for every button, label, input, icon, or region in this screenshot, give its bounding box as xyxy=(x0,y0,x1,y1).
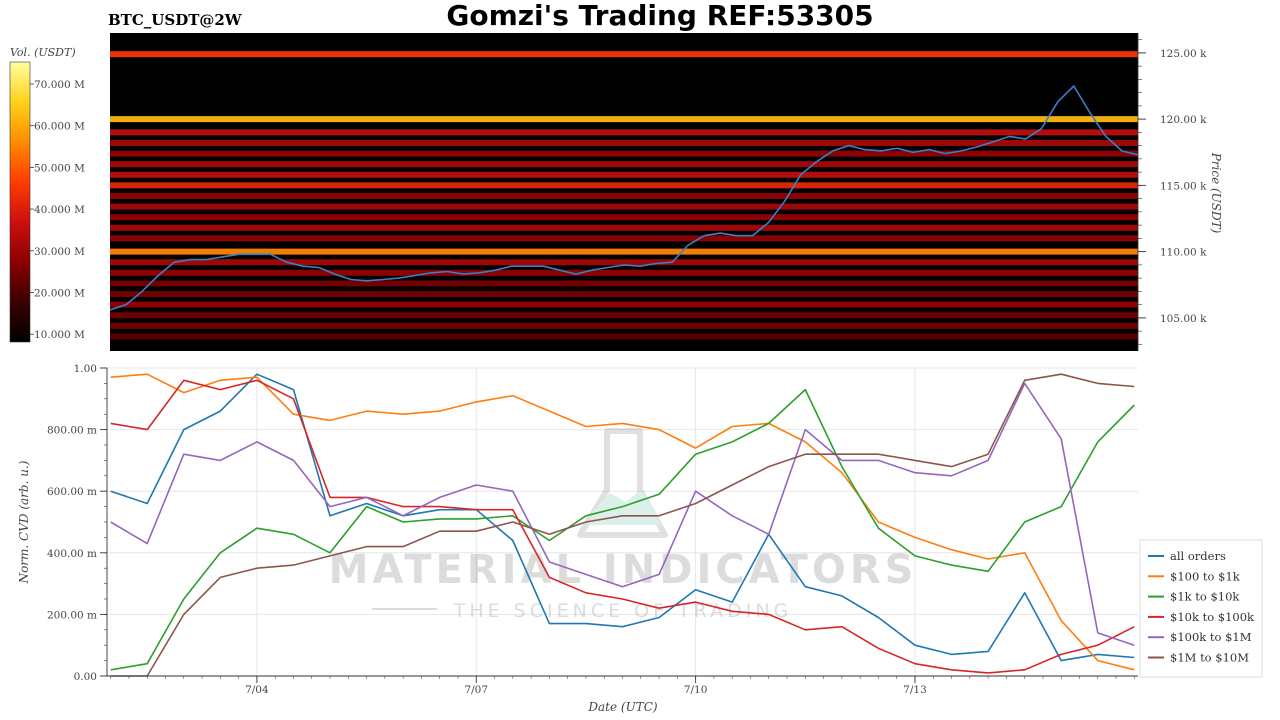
heatmap-band xyxy=(110,203,1138,210)
heatmap-band xyxy=(110,129,1138,136)
cvd-x-tick-label: 7/10 xyxy=(684,684,708,696)
legend-entry: $10k to $100k xyxy=(1170,610,1255,624)
colorbar-label: Vol. (USDT) xyxy=(10,46,76,59)
cvd-axes: 1.00 800.00 m 600.00 m 400.00 m 200.00 m 0.00… xyxy=(47,363,1138,696)
cvd-series-line xyxy=(110,382,1135,646)
heatmap-band xyxy=(110,150,1138,157)
colorbar-tick-label: 50.000 M xyxy=(34,162,85,174)
heatmap-band xyxy=(110,192,1138,199)
heatmap-band xyxy=(110,248,1138,255)
colorbar-gradient xyxy=(9,61,31,343)
cvd-y-tick-label: 200.00 m xyxy=(47,609,97,621)
price-tick-label: 105.00 k xyxy=(1160,313,1207,325)
cvd-y-tick-label: 0.00 xyxy=(74,671,97,683)
legend-entry: $1k to $10k xyxy=(1170,590,1240,604)
heatmap-band xyxy=(110,333,1138,340)
heatmap-band xyxy=(110,182,1138,189)
heatmap-band xyxy=(110,214,1138,221)
legend-box xyxy=(1139,539,1263,678)
heatmap-band xyxy=(110,280,1138,287)
cvd-series-line xyxy=(110,388,1135,671)
price-tick-label: 110.00 k xyxy=(1160,247,1207,259)
heatmap-band xyxy=(110,139,1138,146)
heatmap-band xyxy=(110,269,1138,276)
cvd-y-tick-label: 1.00 xyxy=(74,363,97,375)
cvd-panel: MATERIAL INDICATORS THE SCIENCE OF TRADI… xyxy=(17,363,1263,714)
heatmap-band xyxy=(110,259,1138,266)
heatmap-band xyxy=(110,116,1138,123)
price-axis-label: Price (USDT) xyxy=(1209,152,1223,234)
cvd-plot-area xyxy=(107,368,1138,676)
symbol-label: BTC_USDT@2W xyxy=(108,11,243,29)
legend-entry: all orders xyxy=(1170,549,1226,563)
legend-entry: $1M to $10M xyxy=(1170,651,1249,665)
price-tick-label: 115.00 k xyxy=(1160,180,1207,192)
cvd-series-line xyxy=(110,373,1135,677)
heatmap-band xyxy=(110,171,1138,178)
cvd-series-line xyxy=(110,373,1135,662)
heatmap-background xyxy=(110,33,1138,351)
watermark: MATERIAL INDICATORS THE SCIENCE OF TRADI… xyxy=(329,428,918,622)
heatmap-band xyxy=(110,51,1138,58)
chart-title: Gomzi's Trading REF:53305 xyxy=(446,0,873,32)
heatmap-panel: 125.00 k 120.00 k 115.00 k 110.00 k 105.00 k… xyxy=(109,33,1223,351)
colorbar-tick-label: 30.000 M xyxy=(34,246,85,258)
price-tick-label: 120.00 k xyxy=(1160,114,1207,126)
price-axis: 125.00 k 120.00 k 115.00 k 110.00 k 105.00 k xyxy=(1137,33,1207,351)
colorbar-tick-label: 60.000 M xyxy=(34,121,85,133)
colorbar-ticks: 70.000 M 60.000 M 50.000 M 40.000 M 30.000 M… xyxy=(30,79,85,341)
heatmap-bands xyxy=(110,51,1138,340)
colorbar-tick-label: 70.000 M xyxy=(34,79,85,91)
colorbar: Vol. (USDT) 70.000 M 60.000 M 50.000 M 40.0… xyxy=(9,46,85,343)
legend: all orders $100 to $1k $1k to $10k $10k to … xyxy=(1139,539,1263,678)
cvd-x-axis-label: Date (UTC) xyxy=(587,700,657,714)
cvd-series-line xyxy=(110,379,1135,674)
cvd-x-tick-label: 7/13 xyxy=(903,684,927,696)
cvd-y-tick-label: 800.00 m xyxy=(47,425,97,437)
cvd-series-line xyxy=(110,373,1135,671)
cvd-y-tick-label: 400.00 m xyxy=(47,548,97,560)
legend-entry: $100 to $1k xyxy=(1170,569,1241,583)
watermark-tagline: THE SCIENCE OF TRADING xyxy=(453,600,793,622)
heatmap-band xyxy=(110,235,1138,242)
heatmap-band xyxy=(110,312,1138,319)
cvd-x-tick-label: 7/07 xyxy=(464,684,488,696)
colorbar-tick-label: 20.000 M xyxy=(34,288,85,300)
colorbar-tick-label: 40.000 M xyxy=(34,204,85,216)
legend-entry: $100k to $1M xyxy=(1170,630,1252,644)
heatmap-band xyxy=(110,301,1138,308)
cvd-y-tick-label: 600.00 m xyxy=(47,486,97,498)
colorbar-tick-label: 10.000 M xyxy=(34,329,85,341)
heatmap-band xyxy=(110,322,1138,329)
flask-icon xyxy=(577,428,668,538)
heatmap-band xyxy=(110,161,1138,168)
heatmap-band xyxy=(110,224,1138,231)
price-line xyxy=(109,84,1139,311)
price-tick-label: 125.00 k xyxy=(1160,48,1207,60)
cvd-series-lines xyxy=(110,373,1135,677)
cvd-y-axis-label: Norm. CVD (arb. u.) xyxy=(17,460,31,584)
watermark-brand: MATERIAL INDICATORS xyxy=(329,547,918,593)
cvd-x-tick-label: 7/04 xyxy=(245,684,269,696)
heatmap-band xyxy=(110,291,1138,298)
